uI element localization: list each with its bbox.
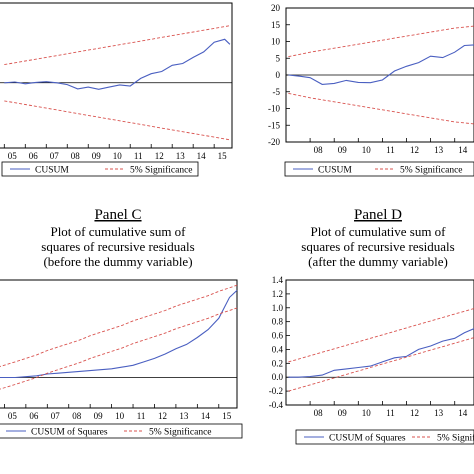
- panel-b-x-tick-label: 13: [434, 145, 444, 155]
- panel-d-x-tick-label: 12: [410, 408, 419, 418]
- panel-d-series-5-significance-lower: [288, 337, 474, 392]
- panel-c-x-tick-label: 08: [72, 411, 82, 421]
- panel-d-legend-box: [295, 429, 474, 445]
- panel-a-x-tick-label: 14: [197, 151, 207, 161]
- panel-a-series-5-significance: [4, 25, 230, 66]
- panel-a-legend-label: 5% Significance: [130, 165, 193, 176]
- panel-b-y-tick-label: 10: [271, 37, 281, 47]
- panel-d-caption-line-1: Plot of cumulative sum of: [310, 224, 446, 239]
- panel-d-y-tick-label: 1.4: [272, 275, 284, 285]
- panel-d-y-tick-label: 0.6: [272, 331, 284, 341]
- panel-d-plot-frame: [285, 279, 474, 406]
- panel-b-y-tick-label: -5: [273, 87, 281, 97]
- panel-d-heading: Panel D: [354, 207, 402, 223]
- panel-c-x-tick-label: 09: [94, 411, 104, 421]
- panel-c-series-5-significance: [0, 284, 238, 367]
- panel-d-caption-line-2: squares of recursive residuals: [301, 239, 454, 254]
- panel-d-x-tick-label: 08: [314, 408, 324, 418]
- panel-a-x-tick-label: 09: [92, 151, 102, 161]
- panel-a-x-tick-label: 08: [71, 151, 81, 161]
- panel-d-y-tick-label: 0.0: [272, 372, 284, 382]
- panel-c-x-tick-label: 05: [8, 411, 18, 421]
- panel-c-x-tick-label: 14: [201, 411, 211, 421]
- panel-b-series-5-significance: [288, 25, 474, 58]
- panel-b-series-cusum: [288, 44, 474, 85]
- panel-d-y-tick-label: 1.2: [272, 289, 283, 299]
- panel-a-series-cusum: [4, 38, 231, 90]
- panel-b-y-tick-label: 0: [276, 70, 281, 80]
- panel-a-x-tick-label: 15: [218, 151, 228, 161]
- panel-d-legend-label: 5% Significance: [437, 433, 474, 444]
- panel-a-x-tick-label: 10: [113, 151, 123, 161]
- panel-d-y-tick-label: 0.2: [272, 358, 283, 368]
- panel-b-x-tick-label: 09: [338, 145, 348, 155]
- panel-c-chart: 05 06 07 08 09 10 11 12 13 14 15 CUSUM of Squares 5%…: [0, 279, 243, 439]
- panel-a-legend-box: [1, 161, 199, 177]
- panel-d-x-tick-label: 10: [362, 408, 372, 418]
- panel-b-x-tick-label: 11: [386, 145, 395, 155]
- panel-c-x-tick-label: 15: [222, 411, 232, 421]
- panel-c-x-tick-label: 10: [115, 411, 125, 421]
- panel-d-caption-line-3: (after the dummy variable): [308, 254, 448, 269]
- panel-c-x-tick-label: 13: [179, 411, 189, 421]
- panel-a-x-tick-label: 06: [29, 151, 39, 161]
- panel-d-x-tick-label: 11: [386, 408, 395, 418]
- panel-c-legend-box: [0, 423, 243, 439]
- panel-d-x-tick-label: 09: [338, 408, 348, 418]
- panel-d-x-tick-label: 14: [458, 408, 468, 418]
- panel-c-x-tick-label: 07: [51, 411, 61, 421]
- panel-d-legend-label: CUSUM of Squares: [329, 433, 406, 444]
- panel-a-x-tick-label: 07: [50, 151, 60, 161]
- panel-a-x-tick-label: 12: [155, 151, 164, 161]
- panel-c-x-tick-label: 11: [137, 411, 146, 421]
- panel-c-caption-line-3: (before the dummy variable): [43, 254, 192, 269]
- panel-c-caption-line-1: Plot of cumulative sum of: [50, 224, 186, 239]
- panel-b-x-tick-label: 14: [458, 145, 468, 155]
- panel-b-legend-box: [284, 161, 474, 177]
- panel-b-legend-label: CUSUM: [318, 166, 352, 176]
- panel-b-legend-label: 5% Significance: [400, 165, 463, 176]
- panel-a-x-tick-label: 13: [176, 151, 186, 161]
- panel-b-x-tick-label: 08: [314, 145, 324, 155]
- panel-a-legend-label: CUSUM: [35, 166, 69, 176]
- panel-b-y-tick-label: 15: [271, 20, 281, 30]
- panel-b-chart: 20 15 10 5 0 -5 -10 -15 -20 08 09 10 11 12 13 14 CUSUM 5%…: [268, 3, 474, 177]
- panel-d-series-5-significance: [288, 308, 474, 363]
- panel-c-series-5-significance-lower: [0, 307, 238, 390]
- panel-b-y-tick-label: -20: [268, 137, 280, 147]
- panel-b-y-tick-label: 20: [271, 3, 281, 13]
- panel-a-x-tick-label: 05: [8, 151, 18, 161]
- panel-a-plot-frame: [0, 2, 233, 149]
- panel-d-y-tick-label: -0.2: [269, 386, 283, 396]
- panel-d-y-tick-label: 1.0: [272, 303, 284, 313]
- panel-b-x-tick-label: 12: [410, 145, 419, 155]
- panel-c-legend-label: CUSUM of Squares: [31, 427, 108, 438]
- panel-d-y-tick-label: 0.8: [272, 317, 284, 327]
- panel-c-legend-label: 5% Significance: [149, 427, 212, 438]
- panel-a-x-tick-label: 11: [134, 151, 143, 161]
- panel-d-y-tick-label: -0.4: [269, 400, 284, 410]
- panel-d-chart: 1.4 1.2 1.0 0.8 0.6 0.4 0.2 0.0 -0.2 -0.4 08 09 10 11…: [269, 275, 474, 445]
- panel-b-y-tick-label: -15: [268, 120, 280, 130]
- panel-c-caption-line-2: squares of recursive residuals: [41, 239, 194, 254]
- panel-c-x-tick-label: 06: [29, 411, 39, 421]
- panel-c-plot-frame: [0, 279, 238, 409]
- panel-c-x-tick-label: 12: [158, 411, 167, 421]
- panel-a-series-5-significance-lower: [4, 100, 230, 141]
- panel-d-y-tick-label: 0.4: [272, 344, 284, 354]
- panel-b-y-tick-label: 5: [276, 53, 281, 63]
- panel-a-chart: 05 06 07 08 09 10 11 12 13 14 15 CUSUM 5% Significan…: [0, 2, 233, 177]
- panel-d-x-tick-label: 13: [434, 408, 444, 418]
- panel-b-x-tick-label: 10: [362, 145, 372, 155]
- panel-b-series-5-significance-lower: [288, 92, 474, 125]
- panel-d-series-cusum-of-squares: [288, 328, 474, 378]
- panel-c-heading: Panel C: [94, 207, 141, 223]
- panel-b-y-tick-label: -10: [268, 104, 280, 114]
- panel-c-series-cusum-of-squares: [0, 289, 238, 379]
